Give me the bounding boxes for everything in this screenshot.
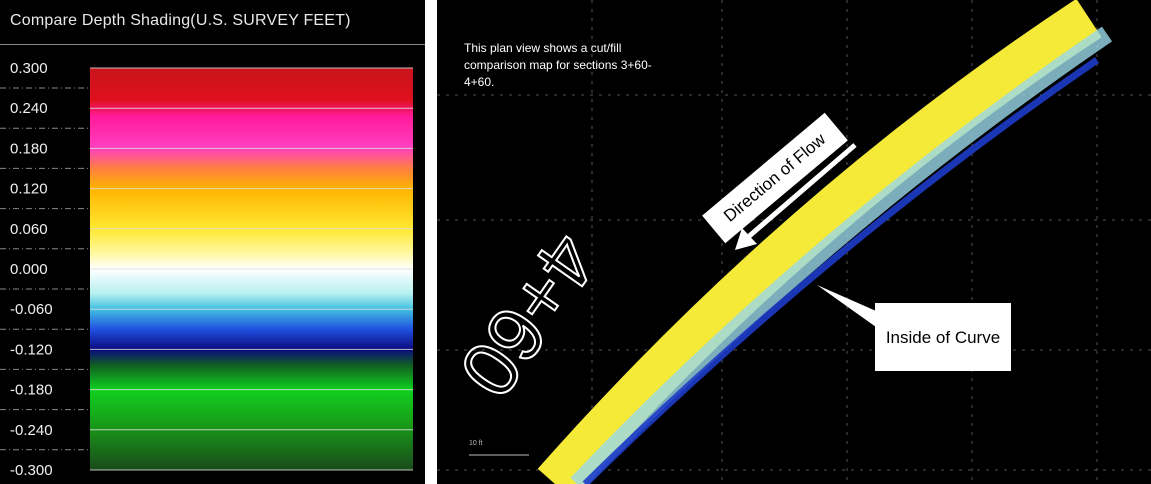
- deep-zone: [585, 60, 1097, 484]
- station-label: 4+60: [443, 218, 616, 412]
- depth-legend: 0.300 0.240 0.180 0.120 0.060 0.000 -0.060 -0.1…: [0, 0, 425, 484]
- page: {"legend": {"title": "Compare Depth Shad…: [0, 0, 1151, 484]
- legend-label: 0.120: [10, 181, 48, 198]
- legend-label: 0.180: [10, 140, 48, 157]
- legend-title: Compare Depth Shading(U.S. SURVEY FEET): [10, 12, 351, 30]
- legend-label: 0.240: [10, 100, 48, 117]
- plan-view-map: 4+60 This plan view shows a cut/fill com…: [437, 0, 1151, 484]
- legend-label: 0.300: [10, 60, 48, 77]
- inside-callout: Inside of Curve: [875, 303, 1011, 371]
- legend-label: -0.180: [10, 382, 53, 399]
- legend-label: 0.000: [10, 261, 48, 278]
- legend-label: -0.240: [10, 422, 53, 439]
- divider: [0, 44, 425, 45]
- scale-label: 10 ft: [469, 440, 483, 447]
- legend-label: -0.300: [10, 462, 53, 479]
- legend-label: -0.060: [10, 301, 53, 318]
- legend-label: 0.060: [10, 221, 48, 238]
- caption: This plan view shows a cut/fill comparis…: [464, 40, 679, 91]
- legend-label: -0.120: [10, 341, 53, 358]
- legend-bar: 0.300 0.240 0.180 0.120 0.060 0.000 -0.060 -0.1…: [0, 0, 425, 484]
